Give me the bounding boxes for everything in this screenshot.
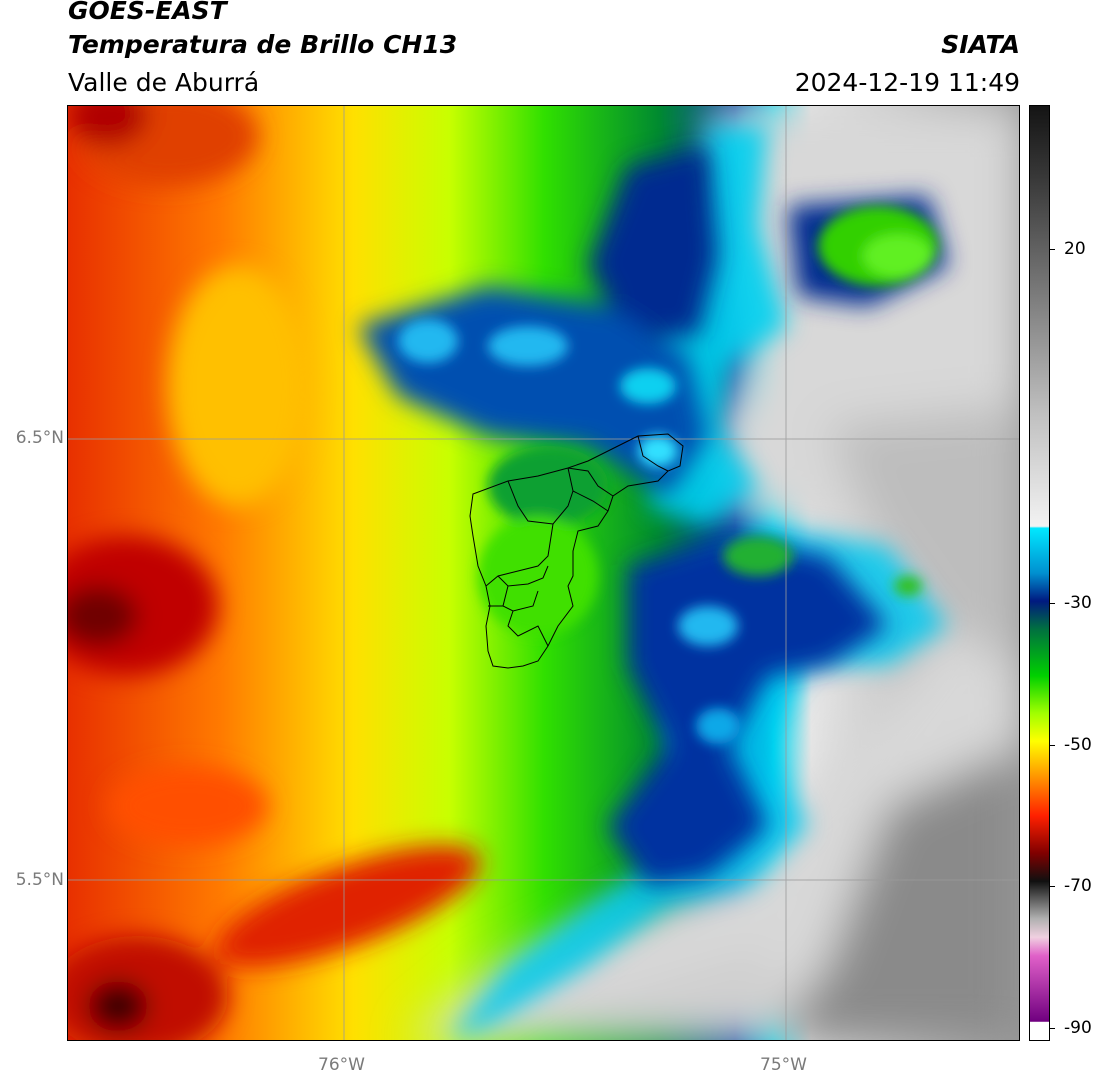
lon-label-75w: 75°W — [760, 1055, 807, 1075]
title-product: Temperatura de Brillo CH13 — [68, 30, 458, 59]
colorbar-tick-minus30 — [1049, 603, 1055, 604]
colorbar-tick-20 — [1049, 249, 1055, 250]
lat-label-5-5n: 5.5°N — [15, 870, 64, 890]
colorbar-fill — [1030, 106, 1049, 1040]
colorbar-label-20: 20 — [1064, 239, 1086, 259]
lat-lon-gridlines — [68, 106, 1019, 1040]
colorbar-tick-minus50 — [1049, 745, 1055, 746]
colorbar — [1029, 105, 1050, 1041]
map-canvas — [68, 106, 1019, 1040]
lat-label-6-5n: 6.5°N — [15, 428, 64, 448]
colorbar-label-minus70: -70 — [1064, 876, 1092, 896]
colorbar-label-minus30: -30 — [1064, 593, 1092, 613]
embedded-green-cells — [478, 206, 938, 636]
colorbar-label-minus90: -90 — [1064, 1018, 1092, 1038]
colorbar-tick-minus70 — [1049, 886, 1055, 887]
title-satellite: GOES-EAST — [68, 0, 227, 25]
colorbar-tick-minus90 — [1049, 1028, 1055, 1029]
very-cold-cloud-free-west — [68, 106, 481, 1040]
aburra-valley-municipal-boundaries — [469, 433, 684, 669]
timestamp-label: 2024-12-19 11:49 — [794, 68, 1020, 97]
brightness-temperature-map — [67, 105, 1020, 1041]
region-label: Valle de Aburrá — [68, 68, 260, 97]
warm-cloud-free-region — [410, 106, 1019, 1040]
colorbar-gradient — [1030, 106, 1049, 1040]
lon-label-76w: 76°W — [318, 1055, 365, 1075]
brand-label: SIATA — [941, 30, 1020, 59]
colorbar-label-minus50: -50 — [1064, 735, 1092, 755]
